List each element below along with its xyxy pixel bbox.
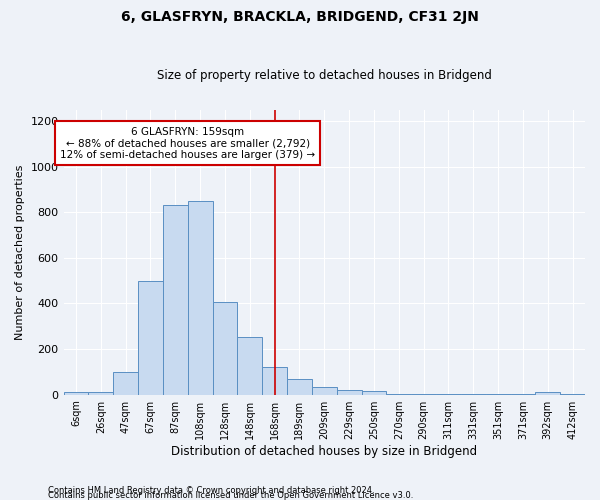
- Bar: [287, 378, 312, 394]
- Bar: [337, 390, 362, 394]
- Text: 6 GLASFRYN: 159sqm
← 88% of detached houses are smaller (2,792)
12% of semi-deta: 6 GLASFRYN: 159sqm ← 88% of detached hou…: [60, 126, 315, 160]
- Text: 6, GLASFRYN, BRACKLA, BRIDGEND, CF31 2JN: 6, GLASFRYN, BRACKLA, BRIDGEND, CF31 2JN: [121, 10, 479, 24]
- X-axis label: Distribution of detached houses by size in Bridgend: Distribution of detached houses by size …: [171, 444, 478, 458]
- Bar: [212, 302, 238, 394]
- Bar: [535, 392, 560, 394]
- Text: Contains HM Land Registry data © Crown copyright and database right 2024.: Contains HM Land Registry data © Crown c…: [48, 486, 374, 495]
- Bar: [188, 201, 212, 394]
- Bar: [362, 392, 386, 394]
- Bar: [64, 392, 88, 394]
- Y-axis label: Number of detached properties: Number of detached properties: [15, 164, 25, 340]
- Bar: [163, 206, 188, 394]
- Bar: [113, 372, 138, 394]
- Title: Size of property relative to detached houses in Bridgend: Size of property relative to detached ho…: [157, 69, 492, 82]
- Bar: [262, 368, 287, 394]
- Bar: [238, 336, 262, 394]
- Text: Contains public sector information licensed under the Open Government Licence v3: Contains public sector information licen…: [48, 491, 413, 500]
- Bar: [312, 386, 337, 394]
- Bar: [138, 280, 163, 394]
- Bar: [88, 392, 113, 394]
